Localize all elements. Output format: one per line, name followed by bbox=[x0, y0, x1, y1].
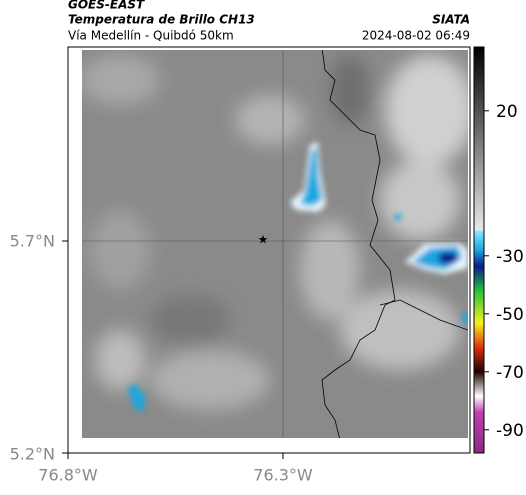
colorbar-tick-label: -30 bbox=[496, 247, 524, 267]
satellite-image bbox=[82, 50, 468, 438]
colorbar-ticks: 20 -30 -50 -70 -90 bbox=[484, 102, 524, 441]
lat-label: 5.2°N bbox=[10, 445, 55, 464]
lon-label: 76.8°W bbox=[38, 466, 98, 485]
location-marker: ★ bbox=[258, 233, 269, 247]
source: GOES-EAST bbox=[68, 0, 145, 12]
colorbar-tick-label: -70 bbox=[496, 363, 524, 383]
region: Vía Medellín - Quibdó 50km bbox=[68, 29, 234, 43]
colorbar-tick-label: -90 bbox=[496, 421, 524, 441]
colorbar-tick-label: -50 bbox=[496, 305, 524, 325]
product: Temperatura de Brillo CH13 bbox=[68, 13, 255, 27]
datetime: 2024-08-02 06:49 bbox=[362, 29, 470, 43]
lat-label: 5.7°N bbox=[10, 232, 55, 251]
colorbar-tick-label: 20 bbox=[496, 102, 518, 122]
lon-label: 76.3°W bbox=[253, 466, 313, 485]
colorbar bbox=[473, 46, 485, 454]
agency: SIATA bbox=[432, 13, 470, 27]
map-frame bbox=[67, 46, 471, 454]
